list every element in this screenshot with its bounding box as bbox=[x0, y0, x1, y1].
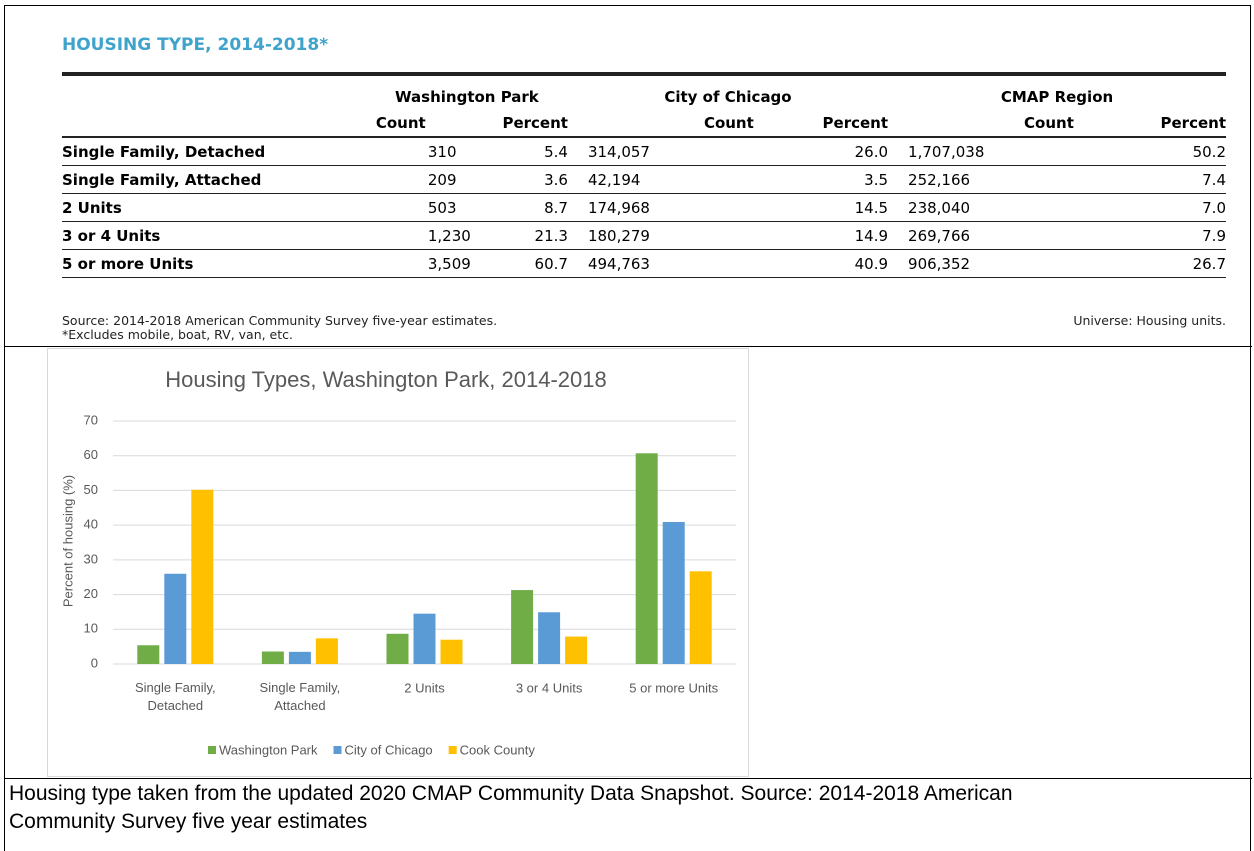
y-axis-label: Percent of housing (%) bbox=[60, 475, 75, 607]
column-header: Count bbox=[567, 110, 754, 138]
row-label: Single Family, Attached bbox=[62, 165, 366, 194]
row-label: 2 Units bbox=[62, 193, 366, 222]
y-tick-label: 0 bbox=[91, 655, 98, 670]
cell: 269,766 bbox=[888, 221, 1074, 250]
x-tick-label: 5 or more Units bbox=[629, 680, 718, 695]
row-label: 5 or more Units bbox=[62, 249, 366, 278]
cell: 14.9 bbox=[753, 221, 889, 250]
bar bbox=[413, 613, 436, 664]
cell: 3.5 bbox=[753, 165, 889, 194]
divider bbox=[4, 346, 1252, 347]
chart: Housing Types, Washington Park, 2014-201… bbox=[47, 348, 749, 777]
column-header: Count bbox=[888, 110, 1074, 138]
column-header: Count bbox=[365, 110, 479, 138]
x-tick-label: Single Family, Attached bbox=[260, 680, 341, 713]
cell: 314,057 bbox=[567, 137, 754, 166]
table-row: Single Family, Attached 209 3.6 42,194 3.5 25… bbox=[62, 165, 1226, 194]
footnote: *Excludes mobile, boat, RV, van, etc. bbox=[62, 327, 293, 342]
legend-swatch bbox=[208, 746, 216, 754]
cell: 42,194 bbox=[567, 165, 754, 194]
y-tick-label: 40 bbox=[84, 517, 98, 532]
row-label: Single Family, Detached bbox=[62, 137, 366, 166]
y-tick-label: 10 bbox=[84, 621, 98, 636]
frame bbox=[4, 5, 1251, 851]
cell: 5.4 bbox=[478, 137, 568, 166]
cell: 40.9 bbox=[753, 249, 889, 278]
cell: 209 bbox=[365, 165, 479, 194]
cell: 50.2 bbox=[1073, 137, 1226, 166]
cell: 252,166 bbox=[888, 165, 1074, 194]
x-tick-label: Single Family, Detached bbox=[135, 680, 216, 713]
group-header: CMAP Region bbox=[888, 72, 1226, 110]
bar bbox=[689, 571, 712, 664]
source: Source: 2014-2018 American Community Sur… bbox=[62, 313, 498, 328]
column-header: Percent bbox=[753, 110, 889, 138]
universe: Universe: Housing units. bbox=[1073, 313, 1226, 328]
bar bbox=[662, 522, 685, 664]
cell: 26.0 bbox=[753, 137, 889, 166]
x-tick-label: 3 or 4 Units bbox=[516, 680, 583, 695]
cell: 906,352 bbox=[888, 249, 1074, 278]
table-row: 2 Units 503 8.7 174,968 14.5 238,040 7.0 bbox=[62, 193, 1226, 222]
cell: 3.6 bbox=[478, 165, 568, 194]
legend-swatch bbox=[333, 746, 342, 754]
cell: 14.5 bbox=[753, 193, 889, 222]
cell: 1,230 bbox=[365, 221, 479, 250]
bar bbox=[511, 590, 534, 664]
bar bbox=[386, 633, 409, 664]
cell: 26.7 bbox=[1073, 249, 1226, 278]
cell: 174,968 bbox=[567, 193, 754, 222]
bar bbox=[565, 636, 588, 664]
y-tick-label: 70 bbox=[84, 412, 98, 427]
column-header: Percent bbox=[1073, 110, 1226, 138]
bar bbox=[315, 638, 338, 664]
cell: 21.3 bbox=[478, 221, 568, 250]
bar bbox=[261, 651, 284, 664]
housing-table: Washington Park City of Chicago CMAP Regio… bbox=[62, 72, 1226, 278]
row-label: 3 or 4 Units bbox=[62, 221, 366, 250]
cell: 7.4 bbox=[1073, 165, 1226, 194]
group-header: Washington Park bbox=[365, 72, 568, 110]
cell: 238,040 bbox=[888, 193, 1074, 222]
legend-label: City of Chicago bbox=[345, 742, 433, 757]
bar bbox=[635, 453, 658, 664]
bar bbox=[440, 639, 463, 664]
x-tick-label: 2 Units bbox=[404, 680, 445, 695]
bar bbox=[191, 489, 214, 664]
bar bbox=[538, 612, 561, 664]
group-header: City of Chicago bbox=[567, 72, 889, 110]
cell: 8.7 bbox=[478, 193, 568, 222]
column-header: Percent bbox=[478, 110, 568, 138]
table-row: 3 or 4 Units 1,230 21.3 180,279 14.9 269,766 7… bbox=[62, 221, 1226, 250]
bar bbox=[137, 645, 160, 664]
y-tick-label: 60 bbox=[84, 447, 98, 462]
legend-swatch bbox=[448, 746, 457, 754]
bar bbox=[288, 651, 311, 664]
legend-label: Cook County bbox=[460, 742, 536, 757]
cell: 494,763 bbox=[567, 249, 754, 278]
table-row: Single Family, Detached 310 5.4 314,057 26.0… bbox=[62, 137, 1226, 166]
cell: 180,279 bbox=[567, 221, 754, 250]
divider bbox=[4, 778, 1252, 779]
chart-title: Housing Types, Washington Park, 2014-201… bbox=[165, 367, 607, 392]
cell: 7.0 bbox=[1073, 193, 1226, 222]
table-title: HOUSING TYPE, 2014-2018* bbox=[62, 35, 329, 55]
bar bbox=[164, 573, 187, 664]
caption: Housing type taken from the updated 2020… bbox=[9, 782, 1013, 833]
cell: 60.7 bbox=[478, 249, 568, 278]
y-tick-label: 30 bbox=[84, 551, 98, 566]
cell: 3,509 bbox=[365, 249, 479, 278]
y-tick-label: 50 bbox=[84, 482, 98, 497]
table-row: 5 or more Units 3,509 60.7 494,763 40.9 906,3… bbox=[62, 249, 1226, 278]
cell: 1,707,038 bbox=[888, 137, 1074, 166]
legend-label: Washington Park bbox=[219, 742, 318, 757]
cell: 310 bbox=[365, 137, 479, 166]
cell: 503 bbox=[365, 193, 479, 222]
y-tick-label: 20 bbox=[84, 586, 98, 601]
cell: 7.9 bbox=[1073, 221, 1226, 250]
